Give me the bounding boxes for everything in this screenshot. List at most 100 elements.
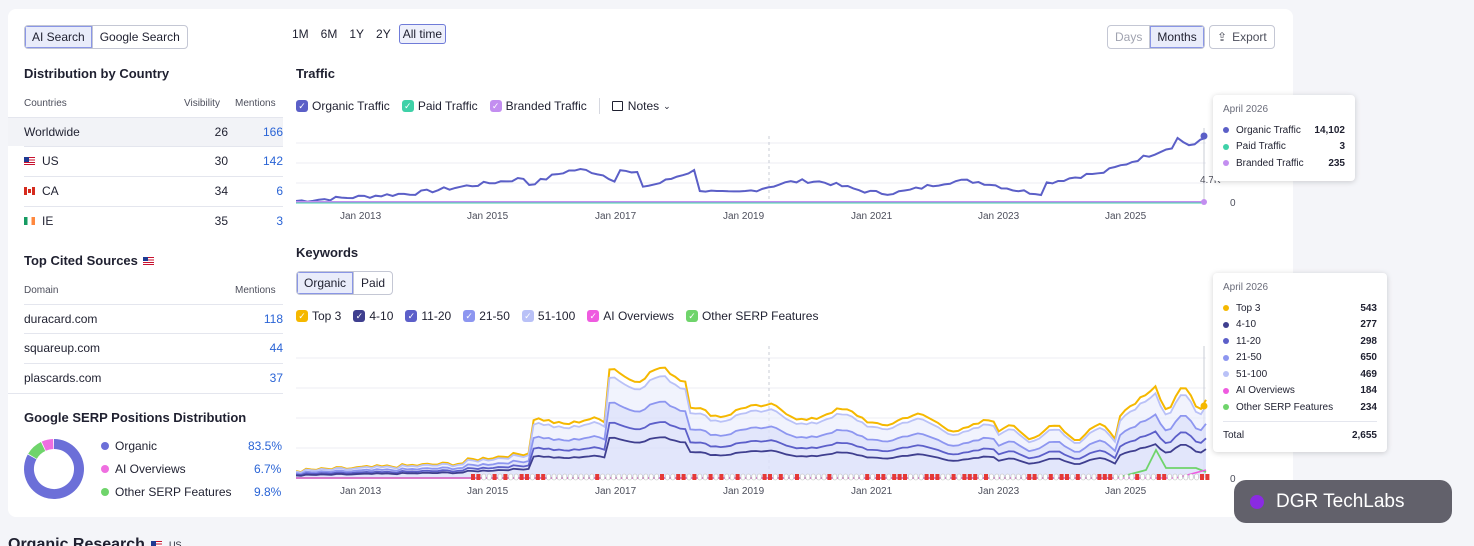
- source-mentions[interactable]: 118: [263, 312, 283, 326]
- google-update-icon: [1080, 473, 1086, 481]
- period-1y[interactable]: 1Y: [349, 27, 365, 41]
- hover-point: [1200, 132, 1208, 140]
- period-6m[interactable]: 6M: [320, 27, 338, 41]
- note-flag-icon: [930, 474, 934, 480]
- note-flag-icon: [476, 474, 481, 480]
- legend-4-10[interactable]: ✓ 4-10: [353, 309, 393, 323]
- google-update-icon: [783, 473, 789, 481]
- export-button[interactable]: ⇪ Export: [1209, 25, 1275, 49]
- note-flag-icon: [778, 474, 783, 480]
- legend-dot-icon: [1223, 387, 1229, 394]
- country-row-worldwide[interactable]: Worldwide 26 166: [8, 117, 283, 146]
- tooltip-row: Top 3 543: [1223, 300, 1377, 317]
- distribution-title: Distribution by Country: [24, 66, 170, 81]
- source-row[interactable]: plascards.com 37: [24, 363, 283, 392]
- country-name: US: [42, 154, 59, 168]
- google-update-icon: [773, 473, 778, 481]
- google-update-icon: [584, 473, 589, 481]
- tab-paid[interactable]: Paid: [353, 272, 392, 294]
- source-row[interactable]: squareup.com 44: [24, 333, 283, 362]
- note-flag-icon: [1108, 474, 1113, 480]
- dgr-techlabs-badge: DGR TechLabs: [1234, 480, 1452, 523]
- google-update-icon: [713, 473, 719, 481]
- tab-ai-search[interactable]: AI Search: [25, 26, 92, 48]
- google-update-icon: [567, 473, 573, 481]
- note-flag-icon: [1027, 474, 1032, 480]
- google-update-icon: [978, 473, 983, 481]
- tooltip-row: AI Overviews 184: [1223, 383, 1377, 400]
- legend-51-100[interactable]: ✓ 51-100: [521, 309, 575, 323]
- country-row-ie[interactable]: IE 35 3: [24, 206, 283, 235]
- period-all-time[interactable]: All time: [398, 24, 447, 44]
- google-update-icon: [1151, 473, 1156, 481]
- country-row-ca[interactable]: CA 34 6: [24, 176, 283, 205]
- checkbox-icon: ✓: [401, 100, 414, 112]
- checkbox-icon: ✓: [489, 100, 502, 112]
- tooltip-total-row: Total 2,655: [1223, 420, 1377, 443]
- google-update-icon: [1194, 473, 1199, 481]
- google-update-icon: [702, 473, 708, 481]
- legend-other-serp[interactable]: ✓ Other SERP Features: [685, 309, 818, 323]
- google-update-icon: [600, 473, 605, 481]
- legend-dot-icon: [101, 465, 109, 473]
- google-update-icon: [1010, 473, 1016, 481]
- legend-dot-icon: [1223, 160, 1229, 167]
- traffic-legend: ✓ Organic Traffic ✓ Paid Traffic ✓ Branded …: [296, 98, 683, 114]
- keywords-y-label: 0: [1230, 474, 1236, 485]
- serp-value-organic[interactable]: 83.5%: [248, 439, 283, 453]
- google-update-icon: [1086, 473, 1091, 481]
- legend-organic-traffic[interactable]: ✓ Organic Traffic: [296, 99, 390, 113]
- legend-top-3[interactable]: ✓ Top 3: [296, 309, 341, 323]
- checkbox-icon: ✓: [685, 310, 698, 322]
- google-update-icon: [578, 473, 584, 481]
- x-tick-label: Jan 2021: [851, 486, 893, 497]
- serp-value-ai-overviews[interactable]: 6.7%: [254, 462, 282, 476]
- source-row[interactable]: duracard.com 118: [24, 304, 283, 333]
- note-flag-icon: [1200, 474, 1204, 480]
- donut-slice-ai-overviews: [41, 439, 54, 451]
- legend-21-50[interactable]: ✓ 21-50: [463, 309, 510, 323]
- legend-ai-overviews[interactable]: ✓ AI Overviews: [587, 309, 674, 323]
- country-row-us[interactable]: US 30 142: [24, 146, 283, 175]
- country-mentions[interactable]: 6: [276, 184, 283, 198]
- period-2y[interactable]: 2Y: [376, 27, 391, 41]
- note-flag-icon: [962, 474, 967, 480]
- legend-branded-traffic[interactable]: ✓ Branded Traffic: [489, 99, 587, 113]
- google-update-icon: [837, 473, 843, 481]
- keywords-title: Keywords: [296, 245, 359, 260]
- legend-dot-icon: [101, 442, 109, 450]
- tab-organic[interactable]: Organic: [297, 272, 354, 294]
- note-flag-icon: [881, 474, 886, 480]
- notes-label: Notes: [627, 99, 660, 113]
- export-label: Export: [1232, 30, 1267, 44]
- traffic-chart[interactable]: [296, 128, 1222, 225]
- google-update-icon: [486, 473, 492, 481]
- chevron-down-icon: ⌄: [663, 100, 671, 111]
- country-mentions[interactable]: 142: [262, 154, 283, 168]
- granularity-months[interactable]: Months: [1149, 26, 1204, 48]
- note-flag-icon: [676, 474, 681, 480]
- tab-google-search[interactable]: Google Search: [91, 26, 187, 48]
- google-update-icon: [497, 473, 503, 481]
- google-update-icon: [956, 473, 962, 481]
- google-update-icon: [746, 473, 751, 481]
- x-tick-label: Jan 2023: [978, 211, 1020, 222]
- series-organic-traffic: [296, 136, 1207, 203]
- legend-paid-traffic[interactable]: ✓ Paid Traffic: [401, 99, 478, 113]
- granularity-days[interactable]: Days: [1115, 30, 1143, 44]
- google-update-icon: [665, 473, 670, 481]
- google-update-icon: [859, 473, 865, 481]
- serp-value-other[interactable]: 9.8%: [254, 485, 282, 499]
- x-tick-label: Jan 2015: [467, 211, 509, 222]
- legend-dot-icon: [1223, 127, 1229, 134]
- notes-dropdown[interactable]: Notes ⌄: [611, 99, 671, 113]
- keywords-chart[interactable]: [296, 346, 1222, 486]
- country-mentions[interactable]: 3: [276, 214, 283, 228]
- period-1m[interactable]: 1M: [292, 27, 309, 41]
- source-mentions[interactable]: 37: [269, 371, 283, 385]
- legend-11-20[interactable]: ✓ 11-20: [405, 309, 451, 323]
- series-21-50-area: [296, 401, 1206, 478]
- country-mentions[interactable]: 166: [262, 125, 283, 139]
- google-update-icon: [508, 473, 514, 481]
- source-mentions[interactable]: 44: [269, 341, 283, 355]
